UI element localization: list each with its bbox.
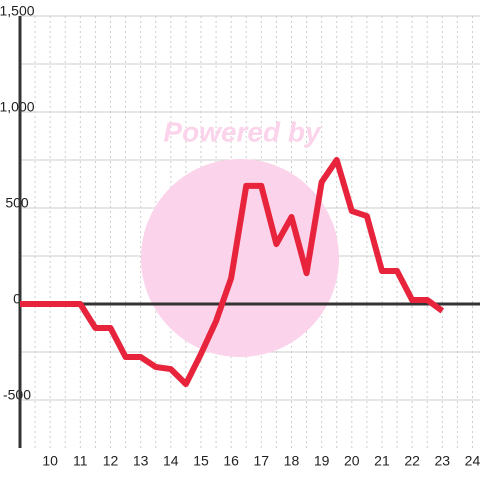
x-tick-label: 11 [73,453,88,469]
x-tick-label: 14 [163,453,179,469]
x-tick-label: 21 [374,453,390,469]
y-tick-label: 500 [5,195,29,211]
x-tick-label: 20 [344,453,360,469]
x-tick-label: 22 [404,453,420,469]
x-tick-label: 23 [435,453,451,469]
x-tick-label: 12 [103,453,119,469]
x-tick-label: 13 [133,453,149,469]
y-tick-label: -500 [3,387,31,403]
x-tick-label: 17 [254,453,270,469]
y-tick-label: 1,000 [0,99,35,115]
x-tick-label: 10 [42,453,58,469]
line [20,157,445,388]
x-tick-label: 19 [314,453,330,469]
watermark-circle [141,159,339,357]
watermark-text: Powered by [163,116,322,147]
x-tick-label: 15 [193,453,209,469]
watermark: Powered by [141,116,339,357]
y-tick-label: 1,500 [0,3,35,19]
x-tick-label: 18 [284,453,300,469]
x-tick-label: 16 [223,453,239,469]
y-tick-label: 0 [13,291,21,307]
x-tick-label: 24 [465,453,480,469]
